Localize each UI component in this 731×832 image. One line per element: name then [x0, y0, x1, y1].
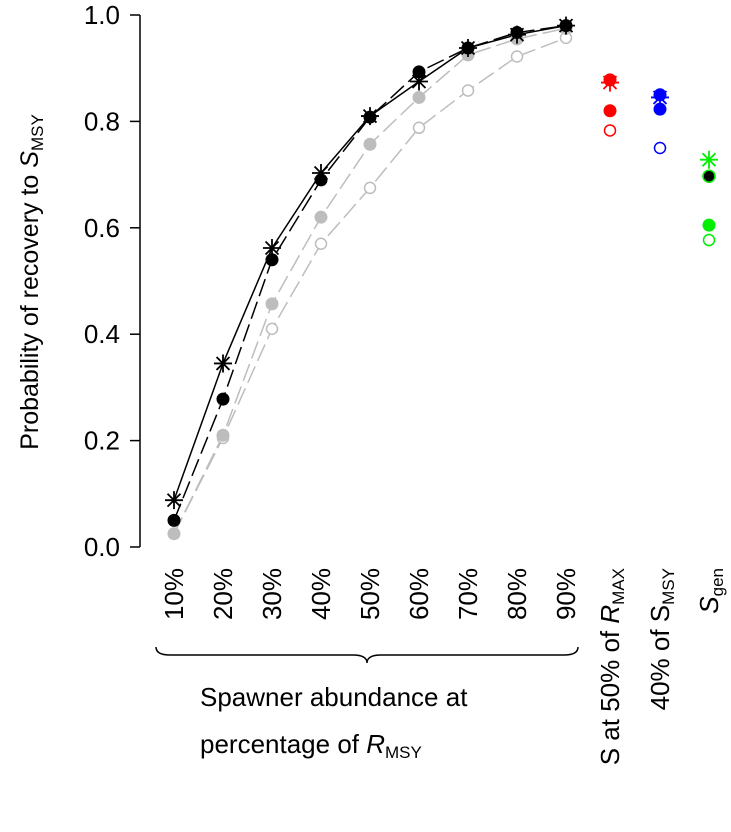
filled-point — [265, 297, 279, 311]
filled-point — [314, 210, 328, 224]
series-line — [173, 27, 567, 535]
open-point — [314, 237, 328, 251]
x-tick-label: 10% — [159, 568, 189, 620]
x-tick-labels: 10% 20% 30% 40% 50% 60% 70% 80% 90% — [159, 568, 581, 620]
x-tick-label: 90% — [551, 568, 581, 620]
series-line — [173, 24, 567, 521]
series-line — [173, 24, 567, 501]
y-tick-label: 0.8 — [84, 106, 120, 136]
filled-point — [702, 218, 716, 232]
series-lines — [173, 24, 567, 535]
star-point — [214, 354, 232, 373]
x-tick-label: 30% — [257, 568, 287, 620]
y-axis-title: Probability of recovery to SMSY — [16, 114, 47, 450]
star-point — [508, 25, 526, 44]
y-tick-label: 1.0 — [84, 0, 120, 30]
x-tick-label: 60% — [404, 568, 434, 620]
x-tick-label: 20% — [208, 568, 238, 620]
star-point — [700, 150, 718, 169]
x-tick-label: 70% — [453, 568, 483, 620]
series-points — [165, 16, 575, 541]
star-point — [557, 16, 575, 35]
y-tick-label: 0.4 — [84, 319, 120, 349]
y-tick-label: 0.2 — [84, 426, 120, 456]
star-point — [601, 73, 619, 92]
y-tick-label: 0.6 — [84, 213, 120, 243]
category-brace — [155, 646, 579, 664]
open-point — [653, 141, 667, 155]
open-point — [412, 121, 426, 135]
y-axis-label: Probability of recovery to SMSY — [16, 114, 47, 450]
filled-point — [167, 513, 181, 527]
group-label-line2: percentage of RMSY — [200, 729, 422, 762]
open-point — [510, 50, 524, 63]
open-point — [603, 124, 617, 137]
star-point — [410, 72, 428, 91]
x-tick-label: 50% — [355, 568, 385, 620]
filled-point — [216, 428, 230, 442]
y-axis: 0.0 0.2 0.4 0.6 0.8 1.0 — [84, 0, 141, 562]
star-point — [165, 491, 183, 510]
star-point — [651, 88, 669, 107]
y-tick-label: 0.0 — [84, 532, 120, 562]
x-tick-label: 80% — [502, 568, 532, 620]
open-point — [363, 181, 377, 195]
group-label: Spawner abundance at percentage of RMSY — [200, 682, 468, 762]
filled-point — [603, 104, 617, 118]
x-tick-label: 40% — [306, 568, 336, 620]
open-point — [461, 84, 475, 97]
benchmark-label: 40% of SMSY — [645, 568, 678, 710]
star-point — [312, 164, 330, 183]
filled-point — [412, 90, 426, 104]
filled-point — [363, 137, 377, 151]
filled-point — [216, 392, 230, 406]
benchmark-points — [601, 73, 718, 247]
filled-point — [167, 527, 181, 541]
star-point — [361, 107, 379, 126]
star-point — [263, 239, 281, 258]
group-label-line1: Spawner abundance at — [200, 682, 468, 712]
star-point — [459, 38, 477, 57]
benchmark-label: S at 50% of RMAX — [595, 568, 628, 765]
open-point — [265, 322, 279, 336]
open-point — [702, 233, 716, 247]
benchmark-label: Sgen — [694, 568, 727, 614]
filled-point — [702, 169, 716, 183]
benchmark-labels: S at 50% of RMAX 40% of SMSY Sgen — [595, 568, 727, 765]
